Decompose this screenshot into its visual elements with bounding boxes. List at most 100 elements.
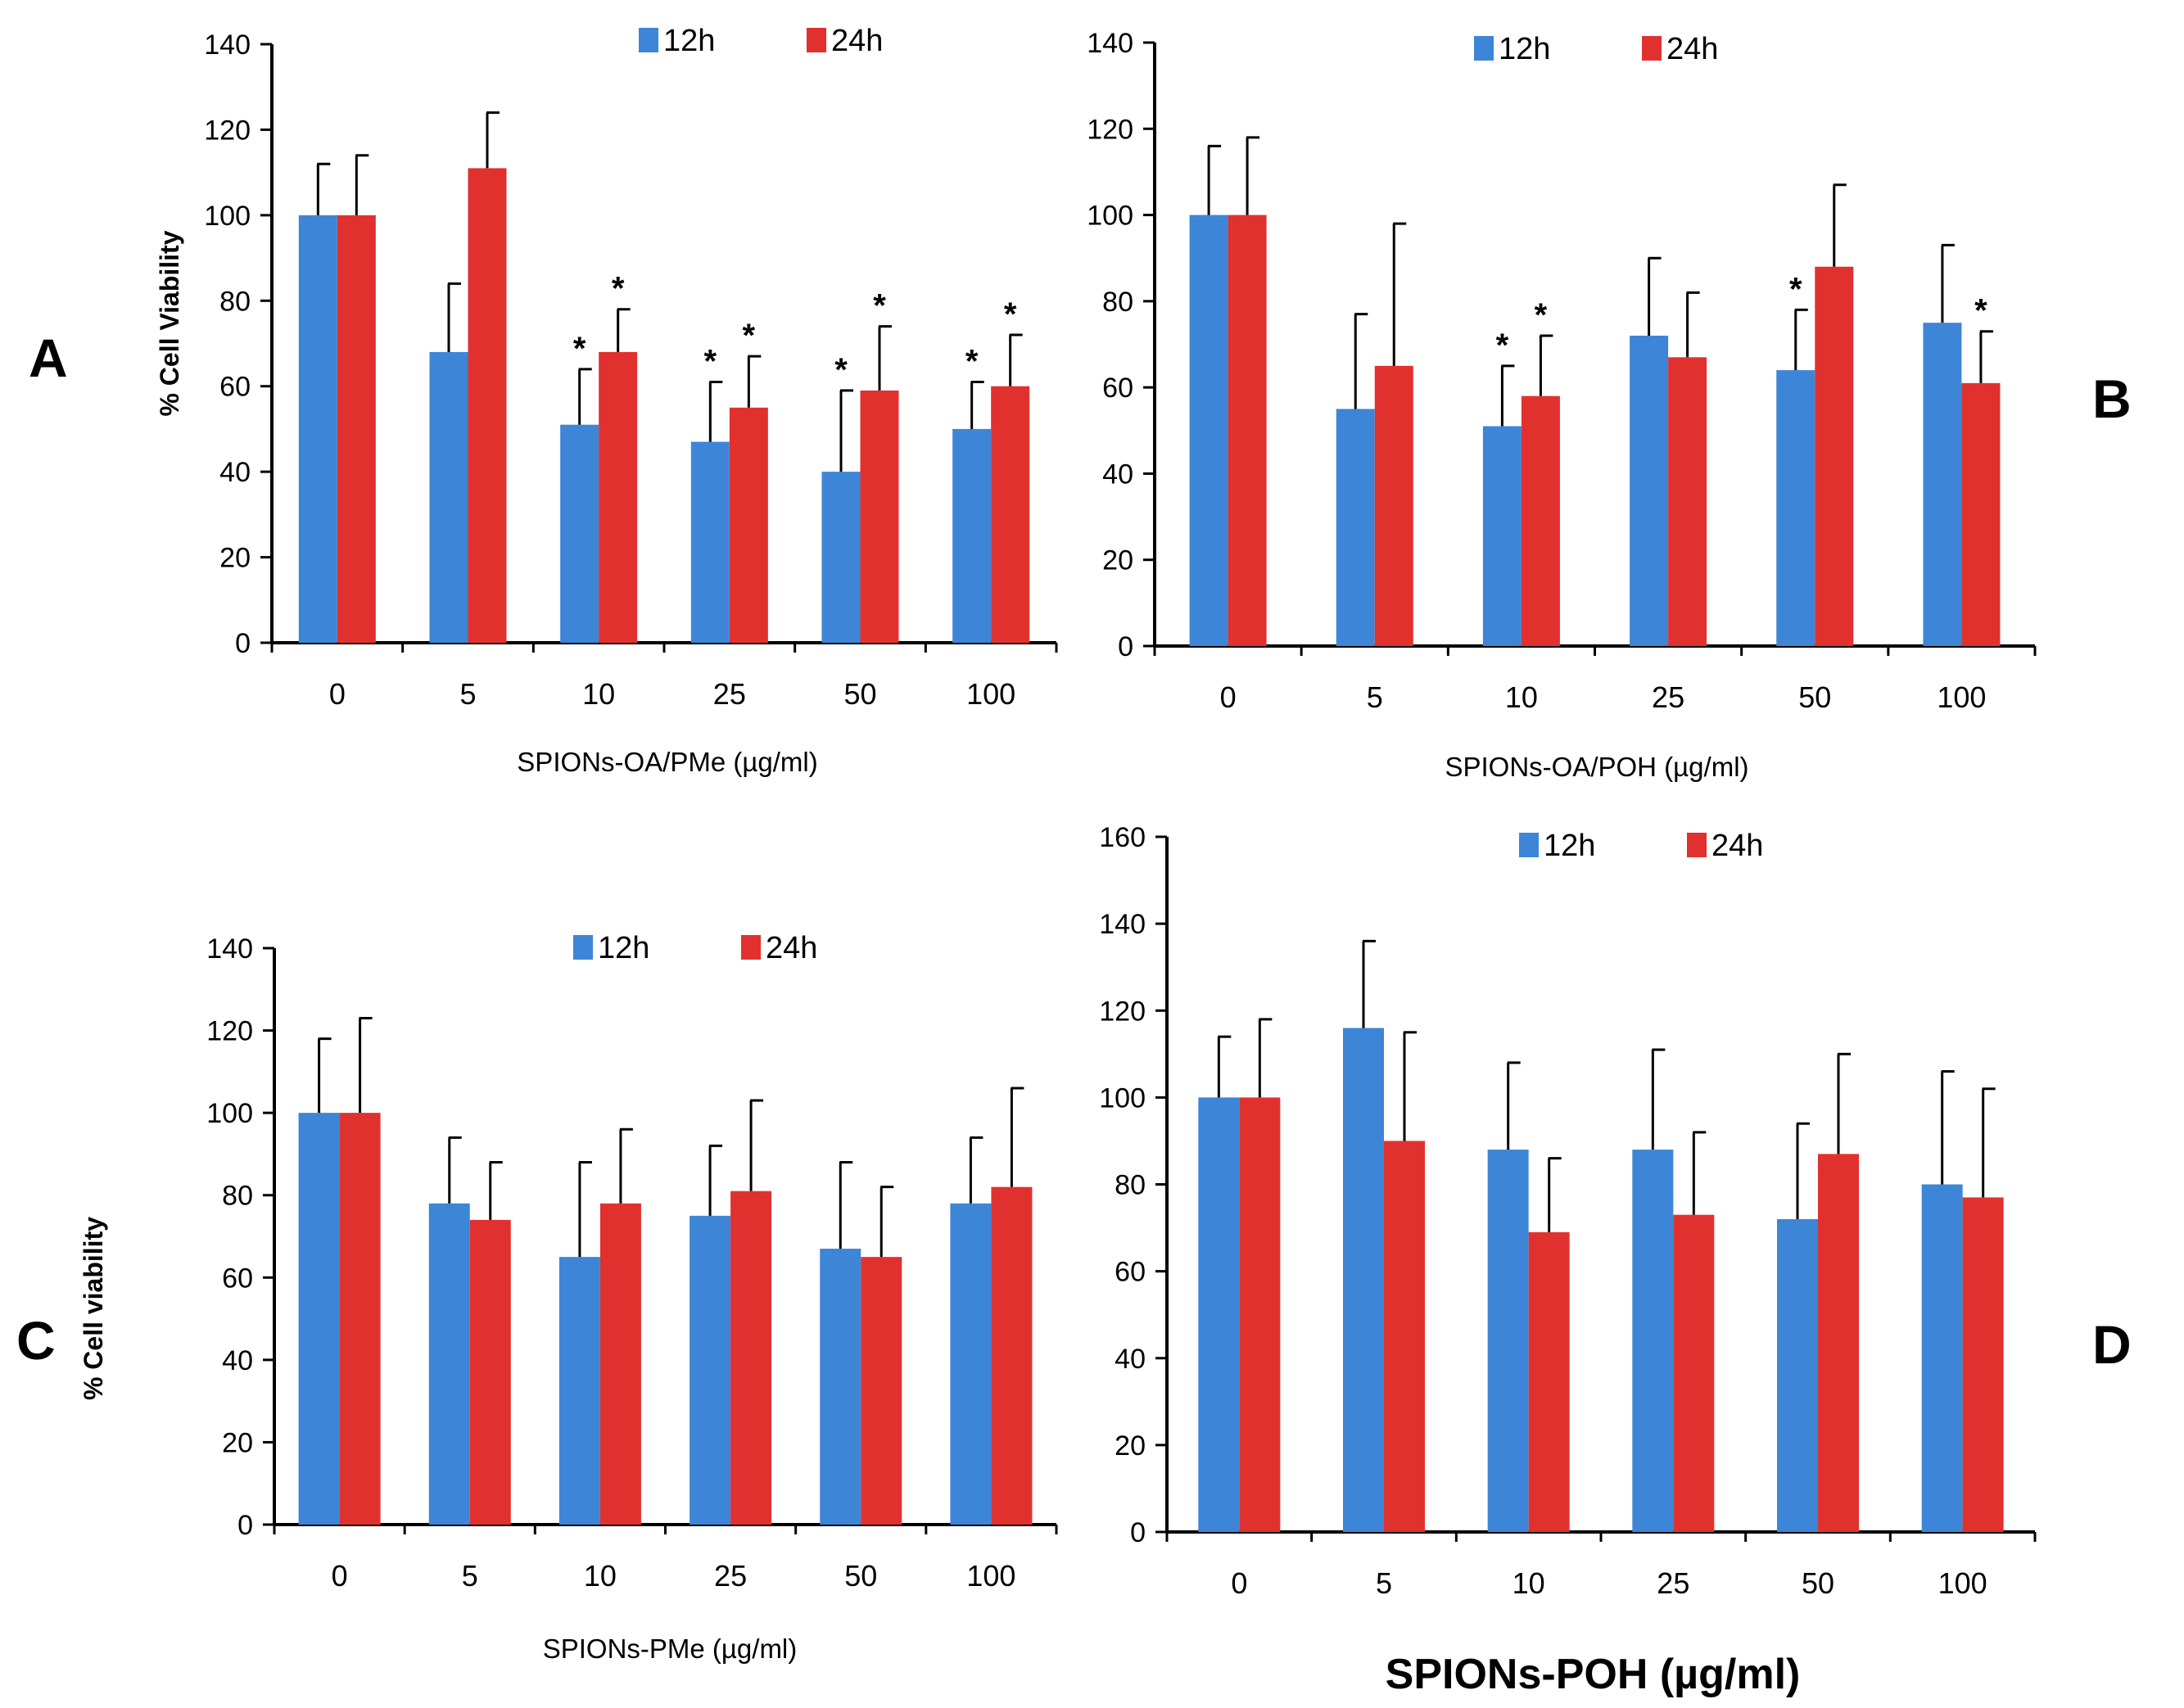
x-tick-label: 10	[1505, 680, 1538, 714]
significance-star: *	[1974, 293, 1987, 329]
bar-12h-5	[429, 351, 468, 643]
y-tick-label: 0	[1130, 1517, 1146, 1548]
y-tick-label: 120	[204, 115, 251, 146]
y-tick-label: 0	[237, 1510, 253, 1541]
bar-12h-50	[1777, 1218, 1818, 1532]
bar-12h-0	[1198, 1097, 1240, 1532]
legend-label-24h: 24h	[1711, 829, 1763, 863]
bar-24h-5	[469, 1219, 511, 1525]
bar-12h-0	[1189, 215, 1228, 647]
y-axis-label: % Cell viability	[79, 1217, 108, 1400]
bar-24h-10	[599, 351, 638, 643]
y-tick-label: 140	[1087, 28, 1133, 59]
bar-12h-10	[560, 424, 599, 643]
chart-panel-d: 0 20 40 60 80 100 120 140 160 0 5 10 25 50 100 12h 24h SP…	[1099, 822, 2037, 1698]
legend-label-12h: 12h	[1499, 32, 1550, 66]
bar-24h-5	[1374, 365, 1413, 646]
bar-24h-100	[1962, 1197, 2004, 1532]
x-tick-label: 25	[1657, 1566, 1689, 1600]
y-tick-label: 140	[1099, 909, 1146, 940]
chart-panel-b: 0 20 40 60 80 100 120 140 0 5 10 25 50 100 * * * * 12h 24h S…	[1087, 28, 2037, 782]
significance-star: *	[834, 352, 848, 388]
x-tick-label: 50	[844, 1559, 877, 1593]
legend-swatch-24h	[1642, 36, 1662, 61]
bar-12h-25	[1630, 335, 1669, 646]
bar-24h-25	[729, 407, 768, 643]
bar-24h-5	[1384, 1141, 1425, 1532]
legend-swatch-24h	[741, 935, 761, 960]
bar-24h-100	[991, 386, 1030, 643]
bar-24h-0	[339, 1113, 381, 1525]
x-tick-label: 100	[966, 1559, 1015, 1593]
x-tick-label: 25	[714, 1559, 747, 1593]
x-axis-label: SPIONs-PMe (µg/ml)	[543, 1633, 798, 1664]
significance-star: *	[1496, 328, 1509, 364]
x-tick-label: 25	[1652, 680, 1684, 714]
bar-12h-50	[1776, 370, 1815, 646]
bar-12h-100	[952, 428, 992, 643]
bar-24h-5	[468, 168, 507, 643]
y-tick-label: 100	[1099, 1082, 1146, 1114]
y-tick-label: 60	[1115, 1257, 1146, 1288]
bar-12h-5	[428, 1203, 470, 1525]
legend-label-12h: 12h	[663, 24, 715, 58]
bar-12h-10	[1482, 426, 1522, 646]
y-tick-label: 60	[222, 1263, 253, 1294]
significance-star: *	[1004, 296, 1017, 332]
x-tick-label: 50	[1802, 1566, 1834, 1600]
bar-12h-25	[690, 441, 730, 643]
x-tick-label: 5	[1367, 680, 1383, 714]
bar-24h-50	[861, 1257, 902, 1525]
bar-24h-10	[1521, 395, 1560, 646]
bar-24h-50	[860, 390, 899, 643]
y-tick-label: 80	[1115, 1170, 1146, 1201]
chart-panel-a: 0 20 40 60 80 100 120 140 0 5 10 25 50 100 * * * * * * * * 12h…	[155, 24, 1058, 777]
bar-12h-10	[1487, 1150, 1529, 1532]
legend-swatch-12h	[1474, 36, 1494, 61]
bar-12h-0	[298, 215, 337, 643]
legend-label-24h: 24h	[766, 931, 817, 965]
bar-12h-50	[821, 472, 861, 643]
x-tick-label: 25	[713, 677, 746, 711]
bar-24h-25	[1673, 1214, 1715, 1532]
significance-star: *	[743, 318, 756, 354]
legend-swatch-12h	[639, 28, 658, 52]
panel-letter-c: C	[16, 1310, 56, 1371]
bar-24h-0	[1239, 1097, 1281, 1532]
x-tick-label: 0	[1220, 680, 1237, 714]
y-tick-label: 20	[1102, 545, 1133, 576]
bar-24h-100	[1961, 382, 2001, 646]
y-tick-label: 100	[206, 1098, 253, 1129]
bar-24h-10	[1528, 1231, 1570, 1532]
panel-letter-a: A	[29, 328, 68, 388]
y-tick-label: 160	[1099, 822, 1146, 853]
legend-label-24h: 24h	[831, 24, 883, 58]
bar-12h-25	[1632, 1150, 1674, 1532]
y-tick-label: 140	[206, 933, 253, 965]
x-tick-label: 0	[1231, 1566, 1247, 1600]
bar-24h-0	[1228, 215, 1267, 647]
legend-swatch-24h	[1687, 833, 1707, 857]
legend-swatch-12h	[573, 935, 593, 960]
y-tick-label: 40	[222, 1345, 253, 1376]
x-axis-label: SPIONs-POH (µg/ml)	[1386, 1651, 1801, 1698]
y-tick-label: 20	[1115, 1430, 1146, 1462]
y-tick-label: 80	[1102, 287, 1133, 318]
y-tick-label: 120	[1099, 996, 1146, 1027]
y-tick-label: 20	[222, 1427, 253, 1458]
legend-label-12h: 12h	[1544, 829, 1595, 863]
y-axis-label: % Cell Viability	[155, 230, 184, 416]
bar-12h-0	[298, 1113, 340, 1525]
y-tick-label: 120	[1087, 114, 1133, 145]
x-tick-label: 0	[332, 1559, 348, 1593]
legend-swatch-12h	[1519, 833, 1539, 857]
bar-24h-0	[337, 215, 376, 643]
significance-star: *	[873, 288, 886, 324]
x-axis-label: SPIONs-OA/POH (µg/ml)	[1445, 752, 1748, 782]
y-tick-label: 140	[204, 29, 251, 61]
y-tick-label: 80	[219, 286, 251, 317]
y-tick-label: 0	[235, 628, 251, 659]
x-tick-label: 10	[582, 677, 615, 711]
x-tick-label: 50	[843, 677, 876, 711]
